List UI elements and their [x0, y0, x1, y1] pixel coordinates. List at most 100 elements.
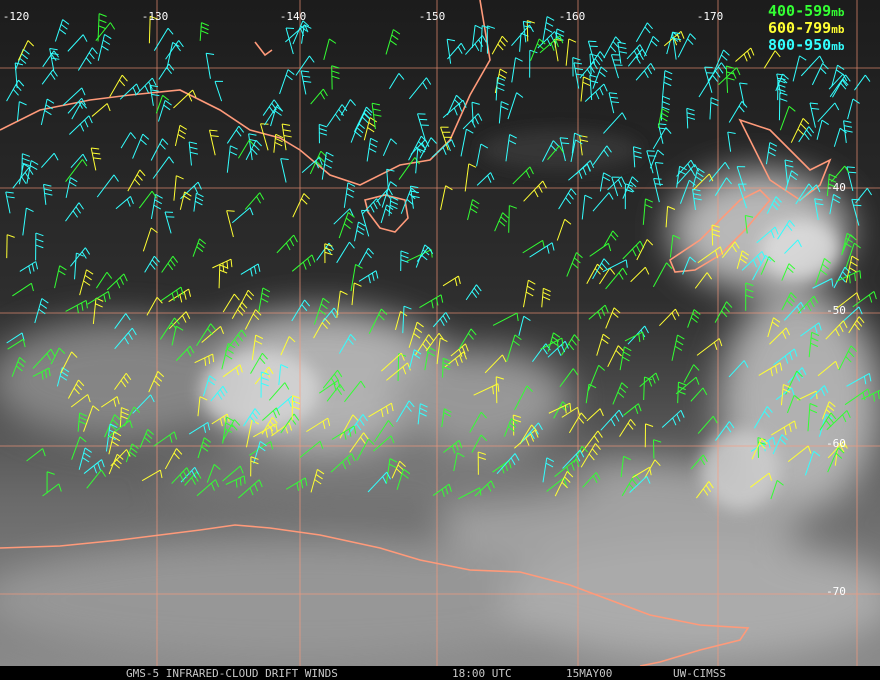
barb-flag [351, 453, 356, 462]
barb-shaft [115, 196, 131, 210]
barb-shaft [382, 138, 392, 156]
wind-barb [683, 364, 700, 383]
barb-flag [88, 52, 95, 60]
barb-shaft [49, 48, 55, 71]
barb-flag [189, 146, 198, 150]
wind-barb [42, 50, 60, 68]
wind-barb [442, 275, 461, 287]
wind-barb [665, 205, 676, 228]
barb-shaft [243, 408, 256, 427]
barb-flag [788, 296, 795, 303]
barb-shaft [174, 125, 181, 147]
barb-flag [407, 362, 411, 371]
barb-flag [721, 54, 728, 61]
barb-shaft [432, 483, 450, 496]
barb-flag [35, 261, 39, 270]
wind-barb [846, 373, 872, 387]
barb-shaft [222, 419, 235, 442]
barb-shaft [654, 162, 661, 187]
barb-shaft [65, 299, 87, 312]
barb-shaft [114, 372, 127, 390]
barb-flag [192, 89, 197, 98]
barb-flag [454, 99, 461, 106]
barb-flag [690, 317, 698, 323]
lat-label: -60 [826, 437, 846, 450]
barb-flag [597, 311, 602, 320]
barb-flag [713, 342, 718, 350]
barb-shaft [855, 187, 868, 204]
wind-barb [784, 159, 794, 185]
wind-barb [585, 383, 597, 404]
barb-flag [391, 34, 399, 40]
wind-barb [659, 308, 680, 327]
wind-barb [153, 431, 178, 447]
wind-barb [291, 254, 316, 272]
barb-flag [389, 458, 398, 463]
barb-flag [130, 132, 137, 139]
barb-flag [123, 376, 129, 384]
barb-flag [367, 127, 375, 133]
barb-flag [426, 77, 432, 85]
barb-flag [79, 436, 87, 443]
barb-shaft [826, 410, 848, 431]
barb-flag [239, 465, 244, 474]
barb-flag [22, 48, 30, 55]
barb-flag [726, 65, 735, 69]
barb-shaft [492, 312, 518, 326]
wind-barb [168, 288, 192, 303]
barb-shaft [847, 98, 854, 120]
wind-barb [812, 278, 834, 289]
barb-flag [123, 273, 128, 282]
barb-flag [835, 361, 839, 369]
barb-flag [390, 181, 398, 187]
barb-shaft [833, 266, 846, 289]
barb-flag [79, 416, 87, 421]
barb-flag [199, 396, 208, 401]
barb-shaft [465, 284, 477, 301]
barb-flag [217, 392, 223, 400]
barb-flag [774, 226, 779, 235]
barb-flag [237, 334, 243, 342]
wind-barb [318, 379, 341, 394]
barb-flag [84, 274, 92, 281]
barb-shaft [351, 282, 355, 306]
barb-flag [822, 263, 830, 270]
barb-flag [399, 460, 406, 467]
barb-flag [765, 254, 772, 262]
barb-flag [825, 413, 833, 420]
barb-flag [59, 265, 67, 271]
barb-flag [348, 428, 352, 437]
barb-flag [358, 123, 365, 130]
barb-flag [789, 174, 798, 181]
barb-flag [275, 407, 281, 416]
barb-flag [60, 23, 68, 30]
barb-flag [124, 337, 130, 345]
barb-shaft [480, 25, 483, 53]
barb-shaft [696, 338, 720, 356]
barb-shaft [406, 249, 432, 262]
wind-barb [171, 325, 184, 346]
barb-flag [806, 129, 812, 137]
barb-flag [51, 57, 60, 60]
barb-flag [159, 469, 163, 479]
wind-barb [205, 52, 215, 79]
wind-barb [848, 316, 865, 334]
barb-shaft [132, 394, 151, 414]
wind-barb [560, 334, 580, 356]
barb-shaft [579, 135, 583, 156]
barb-flag [515, 57, 523, 62]
barb-shaft [547, 332, 554, 352]
barb-shaft [344, 380, 362, 403]
barb-shaft [854, 74, 866, 91]
wind-barb [503, 418, 518, 437]
barb-flag [207, 379, 216, 386]
barb-flag [119, 79, 126, 87]
wind-barb [402, 305, 412, 334]
barb-flag [144, 85, 149, 94]
barb-flag [602, 333, 610, 340]
barb-flag [639, 44, 645, 52]
barb-shaft [74, 253, 77, 280]
barb-flag [430, 137, 437, 144]
wind-barb [649, 149, 665, 169]
barb-shaft [26, 160, 32, 184]
